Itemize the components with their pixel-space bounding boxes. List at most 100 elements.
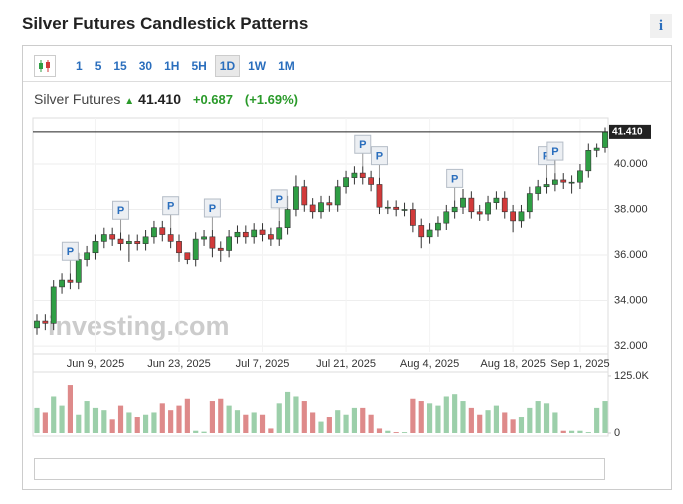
volume-bar [493, 405, 500, 433]
pattern-marker[interactable] [112, 200, 130, 220]
x-tick-label: Aug 4, 2025 [400, 358, 459, 370]
candle-body [551, 179, 558, 185]
y-tick-label: 34.000 [614, 294, 648, 306]
interval-button[interactable]: 15 [113, 59, 127, 73]
interval-button[interactable]: 1 [76, 59, 83, 73]
pattern-marker[interactable] [270, 189, 288, 209]
volume-bar [318, 421, 324, 433]
pattern-marker[interactable] [203, 198, 221, 218]
candle-body [34, 320, 40, 329]
chart-card: 1 5 15 30 1H 5H 1D 1W 1M Silver Futures ▲ 41.410 … [22, 45, 672, 490]
volume-bar [452, 394, 458, 433]
candle-body [109, 234, 116, 240]
pattern-label: P [276, 194, 283, 206]
volume-bar [84, 401, 90, 433]
volume-bar [552, 412, 558, 433]
volume-bar [117, 405, 124, 433]
volume-bar [259, 414, 266, 433]
quote: Silver Futures ▲ 41.410 +0.687 (+1.69%) [34, 91, 298, 107]
volume-bar [67, 385, 74, 433]
candle-body [560, 179, 567, 183]
pattern-label: P [376, 151, 383, 163]
candle-body [234, 231, 241, 238]
volume-bar [518, 417, 525, 433]
x-tick-label: Sep 1, 2025 [550, 358, 609, 370]
candle-body [359, 172, 366, 178]
range-bar [34, 458, 605, 480]
x-tick-label: Jun 9, 2025 [67, 358, 125, 370]
y-tick-label: 36.000 [614, 249, 648, 261]
info-button[interactable]: i [650, 14, 672, 38]
candle-body [526, 193, 533, 213]
volume-bar [360, 407, 366, 433]
volume-bar [59, 405, 65, 433]
candle-body [192, 238, 199, 260]
volume-bar [418, 401, 424, 433]
candle-body [451, 206, 458, 213]
change-percent: (+1.69%) [244, 92, 299, 107]
pattern-marker[interactable] [61, 241, 79, 261]
interval-button[interactable]: 1D [214, 55, 241, 77]
candle-body [59, 279, 65, 288]
interval-button[interactable]: 1H [164, 59, 180, 73]
candle-body [217, 247, 224, 251]
interval-button[interactable]: 5 [94, 59, 102, 73]
volume-bar [577, 430, 583, 433]
pattern-marker[interactable] [354, 134, 372, 154]
volume-bar [126, 412, 132, 433]
volume-bar [176, 405, 182, 433]
candle-body [284, 209, 291, 229]
volume-bar [268, 428, 274, 433]
candle-body [242, 231, 249, 238]
interval-button[interactable]: 1W [248, 59, 267, 73]
volume-bar [460, 401, 466, 433]
volume-bar [602, 401, 608, 433]
x-tick-label: Jul 21, 2025 [316, 358, 376, 370]
change: +0.687 [192, 92, 233, 107]
volume-bar [385, 430, 391, 433]
up-arrow: ▲ [124, 96, 135, 107]
volume-bar [326, 417, 332, 433]
interval-button[interactable]: 30 [138, 59, 153, 73]
volume-bar [101, 410, 107, 433]
candle-body [125, 241, 132, 244]
pattern-marker[interactable] [546, 141, 564, 161]
interval-button[interactable]: 5H [191, 59, 207, 73]
instrument-name: Silver Futures [34, 91, 121, 107]
candle-body [351, 172, 358, 178]
pattern-label: P [359, 139, 366, 151]
pattern-marker[interactable] [162, 196, 180, 216]
candle-body [593, 147, 600, 151]
interval-button[interactable]: 1M [278, 59, 295, 73]
volume-bar [151, 412, 157, 433]
title: Silver Futures Candlestick Patterns [22, 14, 309, 33]
candle-body [485, 202, 491, 215]
volume-bar [443, 396, 449, 433]
volume-bar [485, 410, 491, 433]
candle-body [418, 225, 425, 238]
last-price-label: 41.410 [612, 127, 643, 138]
candle-body [493, 197, 500, 203]
volume-bar [76, 414, 82, 433]
chart-type-button[interactable] [34, 55, 56, 77]
candle-body [384, 206, 391, 209]
volume-bar [243, 414, 249, 433]
candle-body [543, 184, 550, 188]
volume-bar [560, 430, 566, 433]
candle-body [535, 186, 542, 194]
y2-tick-label: 125.0K [614, 370, 650, 382]
volume-bar [134, 417, 140, 433]
candle-body [376, 184, 383, 208]
candle-body [343, 177, 349, 188]
volume-bar [234, 410, 241, 433]
last-price-box [609, 124, 651, 139]
candle-body [226, 236, 233, 251]
candle-body [267, 234, 274, 240]
volume-bar [510, 419, 516, 433]
y-tick-label: 38.000 [614, 203, 648, 215]
divider [23, 81, 671, 82]
pattern-marker[interactable] [370, 146, 388, 166]
candle-body [75, 259, 82, 283]
volume-bar [109, 419, 115, 433]
pattern-marker[interactable] [446, 168, 464, 188]
